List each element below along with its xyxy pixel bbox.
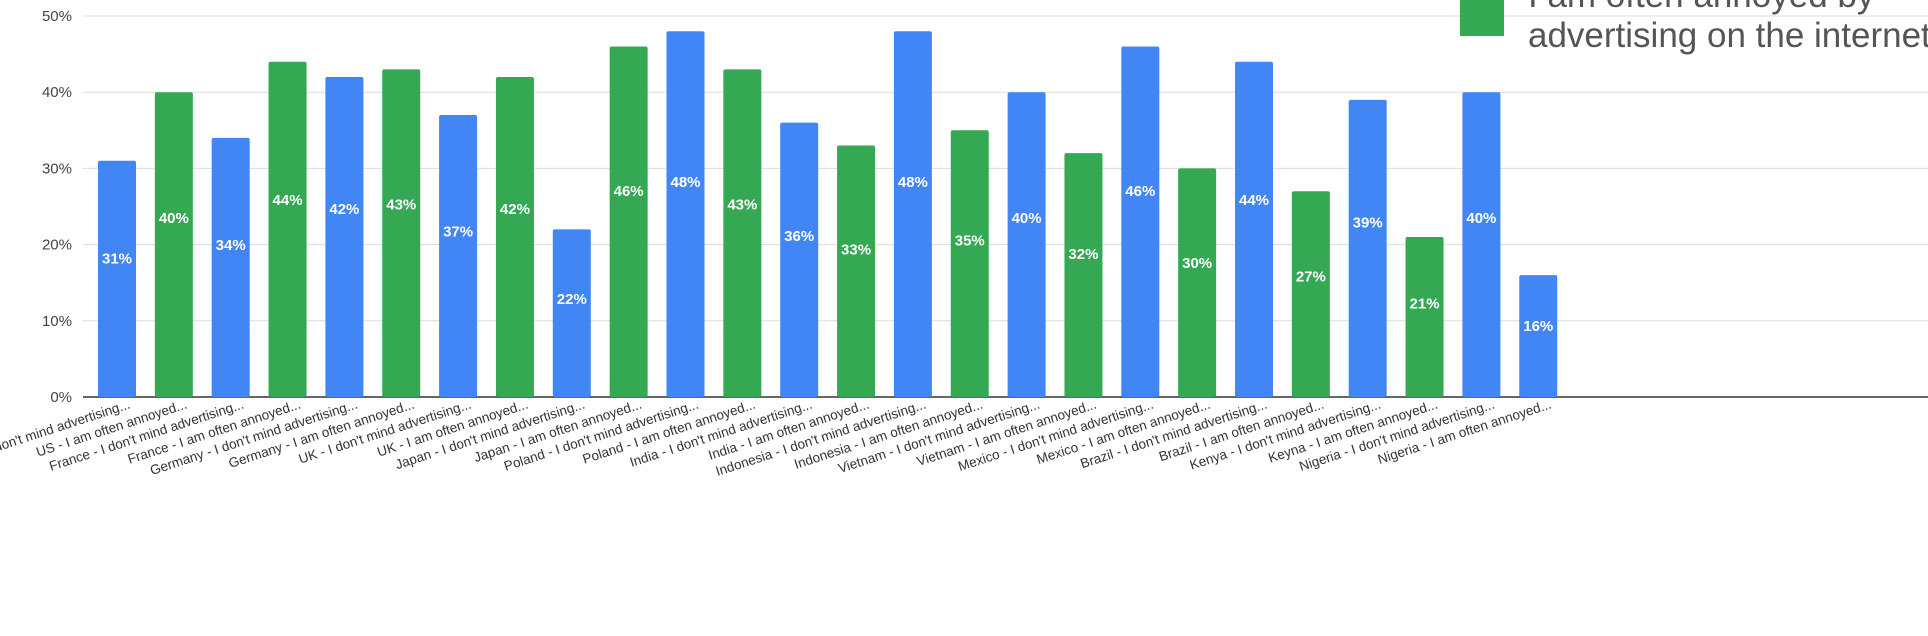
data-label: 32%: [1068, 246, 1098, 263]
bar: [1519, 275, 1558, 397]
data-label: 21%: [1410, 296, 1440, 313]
bar: [1178, 168, 1217, 397]
data-label: 43%: [386, 197, 416, 214]
data-label: 36%: [784, 228, 814, 245]
data-label: 16%: [1523, 318, 1553, 335]
bar: [780, 122, 819, 398]
legend-swatch-green: [1460, 0, 1504, 36]
data-label: 39%: [1353, 215, 1383, 232]
chart-legend: I am often annoyed by advertising on the…: [1460, 0, 1928, 56]
bar: [1462, 92, 1501, 397]
y-tick-label: 50%: [42, 8, 72, 25]
bar: [552, 229, 591, 397]
data-label: 40%: [159, 210, 189, 227]
bar: [1405, 236, 1444, 397]
data-label: 40%: [1012, 210, 1042, 227]
data-label: 22%: [557, 291, 587, 308]
bar: [1235, 61, 1273, 397]
data-label: 48%: [898, 174, 928, 191]
bar: [609, 46, 648, 397]
bar: [439, 115, 478, 397]
bar: [723, 69, 762, 397]
data-label: 27%: [1296, 269, 1326, 286]
bar: [666, 31, 705, 398]
bar: [837, 145, 876, 397]
data-label: 43%: [727, 197, 757, 214]
y-tick-label: 0%: [50, 389, 72, 406]
bar: [495, 76, 534, 398]
bar: [1348, 99, 1387, 397]
bar: [1121, 46, 1160, 397]
data-label: 42%: [500, 201, 530, 218]
data-label: 44%: [273, 192, 303, 209]
bar: [382, 69, 421, 397]
legend-label: I am often annoyed by advertising on the…: [1528, 0, 1928, 55]
data-label: 42%: [329, 201, 359, 218]
data-label: 34%: [216, 237, 246, 254]
data-label: 46%: [614, 183, 644, 200]
data-label: 44%: [1239, 192, 1269, 209]
data-label: 31%: [102, 251, 132, 268]
y-tick-label: 20%: [42, 237, 72, 254]
y-tick-label: 40%: [42, 84, 72, 101]
data-label: 40%: [1466, 210, 1496, 227]
y-tick-label: 10%: [42, 313, 72, 330]
bar: [325, 76, 364, 398]
bar: [1291, 191, 1330, 397]
bar: [211, 137, 250, 398]
bar: [1007, 92, 1046, 397]
data-label: 33%: [841, 242, 871, 259]
data-label: 35%: [955, 233, 985, 250]
data-label: 30%: [1182, 255, 1212, 272]
data-label: 37%: [443, 224, 473, 241]
bar: [893, 31, 932, 398]
bar: [950, 130, 989, 398]
bar: [268, 61, 307, 397]
bar: [1064, 153, 1103, 397]
data-label: 46%: [1125, 183, 1155, 200]
bar: [154, 92, 193, 397]
data-label: 48%: [670, 174, 700, 191]
bar: [98, 160, 136, 397]
y-tick-label: 30%: [42, 160, 72, 177]
